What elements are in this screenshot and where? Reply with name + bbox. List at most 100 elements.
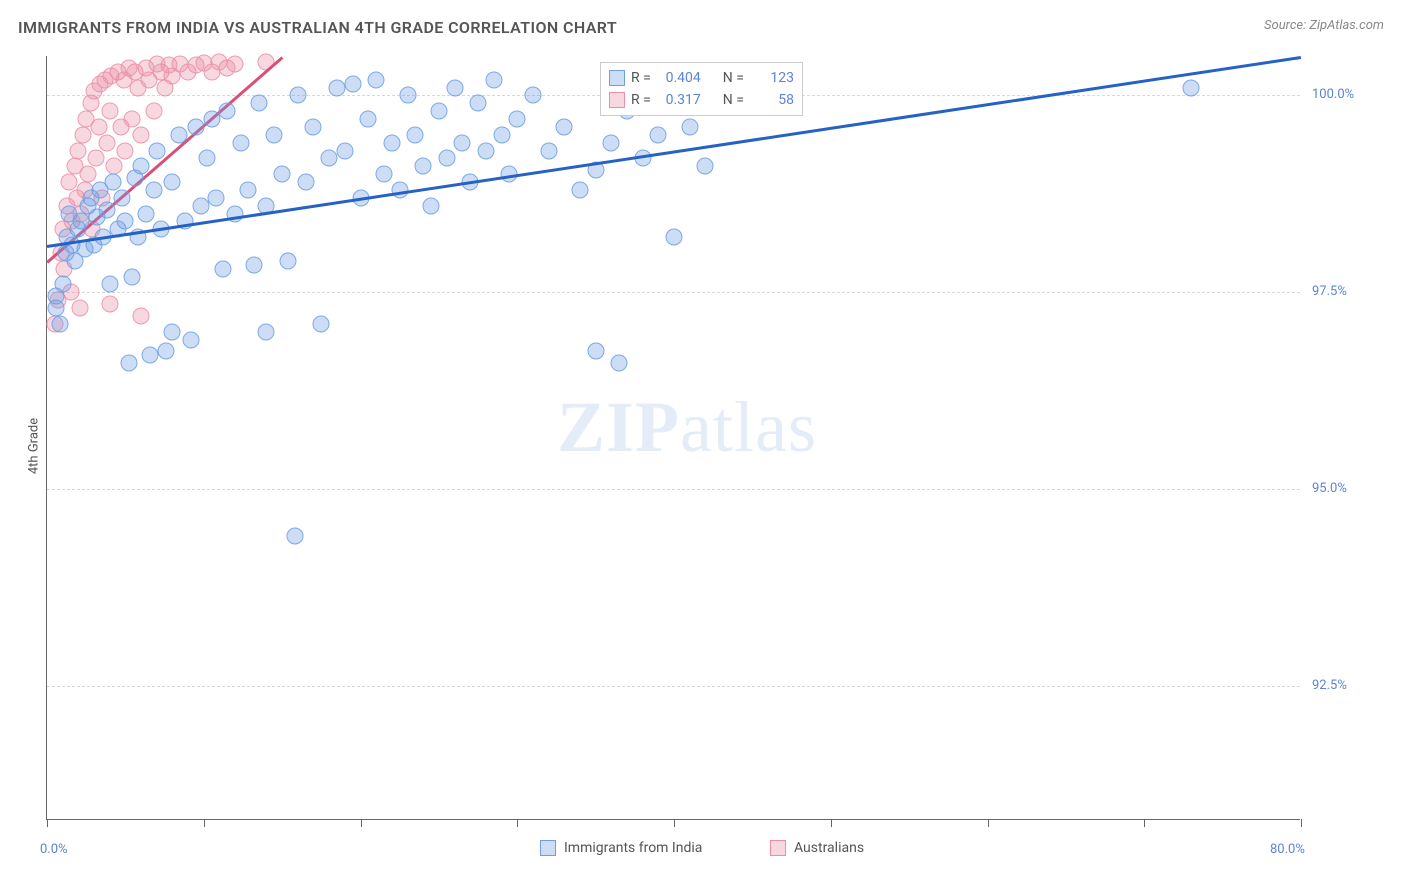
data-point bbox=[87, 150, 104, 167]
watermark: ZIPatlas bbox=[557, 386, 817, 469]
data-point bbox=[203, 111, 220, 128]
r-value-pink: 0.317 bbox=[657, 92, 701, 108]
stats-row-blue: R = 0.404 N = 123 bbox=[609, 67, 794, 89]
x-tick bbox=[1144, 819, 1145, 827]
y-axis-label: 4th Grade bbox=[27, 418, 42, 474]
data-point bbox=[192, 197, 209, 214]
data-point bbox=[117, 213, 134, 230]
source-label: Source: ZipAtlas.com bbox=[1264, 18, 1384, 33]
data-point bbox=[137, 205, 154, 222]
r-label: R = bbox=[631, 70, 651, 86]
x-tick bbox=[831, 819, 832, 827]
data-point bbox=[289, 87, 306, 104]
data-point bbox=[321, 150, 338, 167]
data-point bbox=[430, 103, 447, 120]
legend-label-blue: Immigrants from India bbox=[564, 840, 702, 856]
data-point bbox=[101, 296, 118, 313]
data-point bbox=[509, 111, 526, 128]
data-point bbox=[198, 150, 215, 167]
data-point bbox=[214, 260, 231, 277]
data-point bbox=[51, 315, 68, 332]
data-point bbox=[101, 276, 118, 293]
data-point bbox=[258, 323, 275, 340]
data-point bbox=[101, 103, 118, 120]
plot-area: ZIPatlas bbox=[46, 56, 1300, 820]
data-point bbox=[603, 134, 620, 151]
watermark-atlas: atlas bbox=[680, 387, 817, 467]
data-point bbox=[344, 75, 361, 92]
n-label: N = bbox=[723, 70, 744, 86]
data-point bbox=[305, 118, 322, 135]
data-point bbox=[183, 331, 200, 348]
data-point bbox=[266, 126, 283, 143]
data-point bbox=[133, 158, 150, 175]
data-point bbox=[280, 252, 297, 269]
data-point bbox=[368, 71, 385, 88]
data-point bbox=[79, 166, 96, 183]
data-point bbox=[540, 142, 557, 159]
data-point bbox=[71, 300, 88, 317]
data-point bbox=[158, 343, 175, 360]
legend-swatch-pink bbox=[770, 840, 786, 856]
data-point bbox=[477, 142, 494, 159]
data-point bbox=[446, 79, 463, 96]
chart-container: IMMIGRANTS FROM INDIA VS AUSTRALIAN 4TH … bbox=[0, 0, 1406, 892]
data-point bbox=[650, 126, 667, 143]
data-point bbox=[587, 343, 604, 360]
data-point bbox=[399, 87, 416, 104]
x-tick bbox=[1301, 819, 1302, 827]
gridline bbox=[47, 292, 1300, 293]
data-point bbox=[485, 71, 502, 88]
y-tick-label: 100.0% bbox=[1312, 87, 1354, 102]
data-point bbox=[114, 189, 131, 206]
data-point bbox=[98, 134, 115, 151]
data-point bbox=[233, 134, 250, 151]
stats-legend: R = 0.404 N = 123 R = 0.317 N = 58 bbox=[600, 62, 803, 116]
stats-row-pink: R = 0.317 N = 58 bbox=[609, 89, 794, 111]
x-tick bbox=[361, 819, 362, 827]
data-point bbox=[697, 158, 714, 175]
y-tick-label: 95.0% bbox=[1312, 481, 1347, 496]
x-tick bbox=[204, 819, 205, 827]
data-point bbox=[286, 528, 303, 545]
data-point bbox=[571, 181, 588, 198]
data-point bbox=[438, 150, 455, 167]
data-point bbox=[75, 126, 92, 143]
data-point bbox=[376, 166, 393, 183]
data-point bbox=[313, 315, 330, 332]
data-point bbox=[164, 323, 181, 340]
data-point bbox=[120, 355, 137, 372]
data-point bbox=[187, 118, 204, 135]
data-point bbox=[360, 111, 377, 128]
data-point bbox=[73, 213, 90, 230]
data-point bbox=[117, 142, 134, 159]
data-point bbox=[423, 197, 440, 214]
data-point bbox=[407, 126, 424, 143]
watermark-zip: ZIP bbox=[557, 387, 680, 467]
data-point bbox=[148, 142, 165, 159]
series-legend-blue: Immigrants from India bbox=[540, 840, 702, 856]
data-point bbox=[123, 111, 140, 128]
data-point bbox=[666, 229, 683, 246]
data-point bbox=[227, 55, 244, 72]
data-point bbox=[106, 158, 123, 175]
data-point bbox=[336, 142, 353, 159]
data-point bbox=[493, 126, 510, 143]
series-legend-pink: Australians bbox=[770, 840, 864, 856]
data-point bbox=[54, 276, 71, 293]
data-point bbox=[297, 174, 314, 191]
x-max-label: 80.0% bbox=[1270, 842, 1305, 857]
n-value-blue: 123 bbox=[750, 70, 794, 86]
r-value-blue: 0.404 bbox=[657, 70, 701, 86]
gridline bbox=[47, 489, 1300, 490]
data-point bbox=[1183, 79, 1200, 96]
data-point bbox=[556, 118, 573, 135]
data-point bbox=[145, 181, 162, 198]
legend-label-pink: Australians bbox=[794, 840, 864, 856]
chart-title: IMMIGRANTS FROM INDIA VS AUSTRALIAN 4TH … bbox=[18, 18, 617, 37]
data-point bbox=[611, 355, 628, 372]
data-point bbox=[245, 256, 262, 273]
data-point bbox=[681, 118, 698, 135]
data-point bbox=[415, 158, 432, 175]
y-tick-label: 97.5% bbox=[1312, 284, 1347, 299]
